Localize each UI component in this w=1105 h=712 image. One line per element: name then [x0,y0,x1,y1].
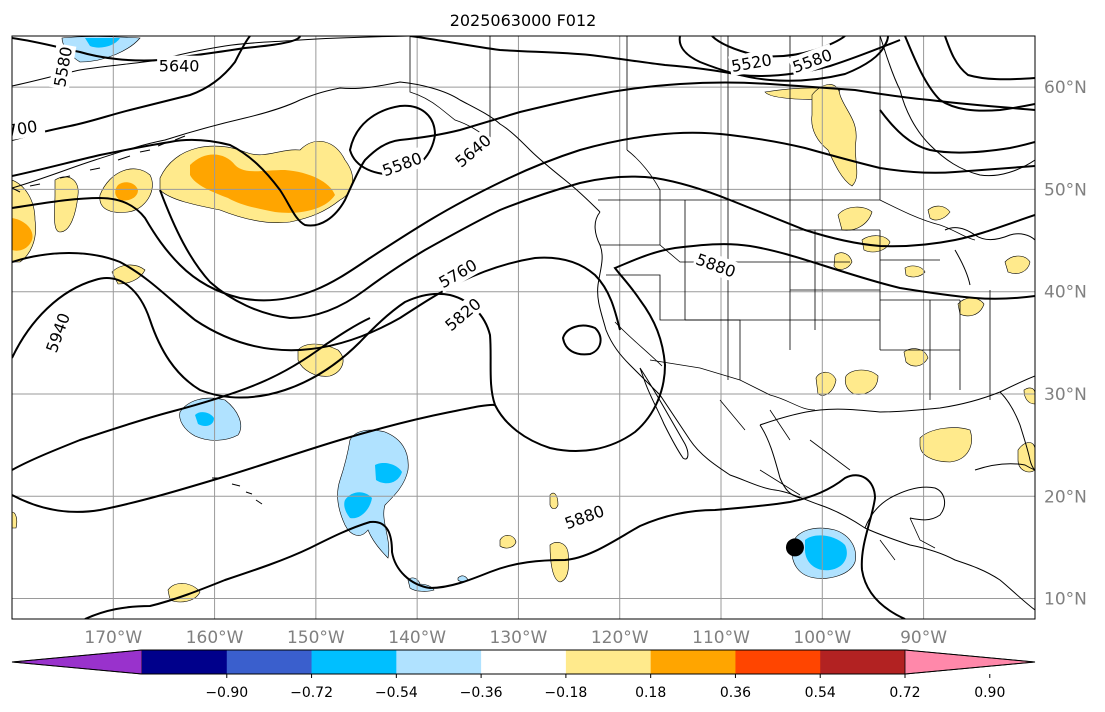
map-title: 2025063000 F012 [450,11,597,30]
colorbar-tick-label: −0.36 [460,685,503,701]
colorbar [11,649,1036,675]
longitude-label: 120°W [591,628,649,648]
longitude-label: 140°W [388,628,446,648]
longitude-label: 150°W [287,628,345,648]
longitude-label: 90°W [900,628,947,648]
colorbar-swatch [820,650,906,674]
colorbar-outline [11,649,1036,675]
colorbar-swatch [650,650,736,674]
longitude-label: 100°W [793,628,851,648]
contour-label: 5640 [157,55,202,76]
colorbar-tick-label: 0.36 [720,685,751,701]
colorbar-tick-label: 0.54 [805,685,836,701]
political-borders [409,36,991,561]
longitude-label: 170°W [84,628,142,648]
latitude-label: 30°N [1044,385,1087,405]
colorbar-tick-labels: −0.90 −0.72 −0.54 −0.36 −0.18 0.18 0.36 0.54 0.7… [205,674,1005,701]
colorbar-swatch [735,650,821,674]
coastlines [12,36,1035,611]
latitude-label: 10°N [1044,590,1087,610]
location-marker [785,538,804,557]
latitude-label: 20°N [1044,487,1087,507]
colorbar-swatch [226,650,313,674]
colorbar-swatch [142,650,228,674]
colorbar-swatch [565,650,652,674]
colorbar-tick-label: −0.90 [205,685,248,701]
colorbar-tick-label: 0.90 [974,685,1005,701]
colorbar-tick-label: 0.18 [635,685,666,701]
height-contours [12,36,1035,619]
latitude-labels: 60°N 50°N 40°N 30°N 20°N 10°N [1044,78,1087,609]
colorbar-extend-high [904,649,1036,675]
latitude-label: 50°N [1044,180,1087,200]
colorbar-tick-label: −0.18 [544,685,587,701]
colorbar-extend-low [11,649,143,675]
longitude-label: 130°W [490,628,548,648]
contour-label-text: 5640 [159,57,200,76]
negative-anomaly-shading [61,36,856,592]
colorbar-tick-label: 0.72 [889,685,920,701]
colorbar-swatch [311,650,397,674]
colorbar-tick-label: −0.72 [290,685,333,701]
colorbar-swatch [396,650,482,674]
longitude-labels: 170°W 160°W 150°W 140°W 130°W 120°W 110°W 100°W… [84,628,947,648]
longitude-label: 160°W [186,628,244,648]
colorbar-swatch [481,650,567,674]
graticule [12,36,1035,619]
latitude-label: 60°N [1044,78,1087,98]
map-frame [11,35,1036,620]
longitude-label: 110°W [692,628,750,648]
latitude-label: 40°N [1044,283,1087,303]
colorbar-tick-label: −0.54 [375,685,418,701]
